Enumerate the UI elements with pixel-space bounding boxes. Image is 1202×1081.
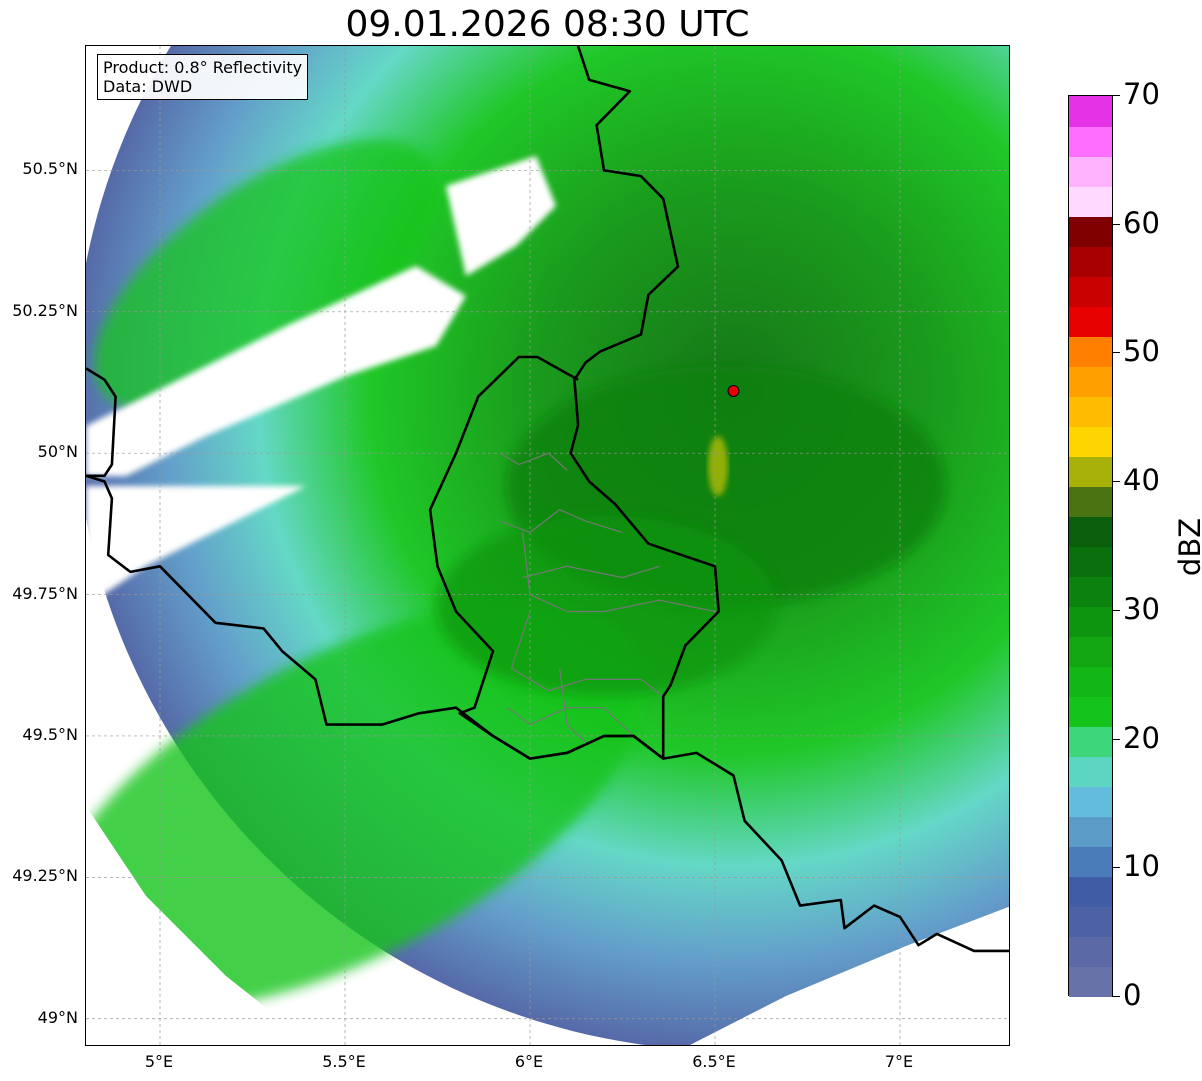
colorbar-bin <box>1069 576 1112 608</box>
colorbar-bin <box>1069 606 1112 638</box>
colorbar-label: dBZ <box>1173 517 1202 577</box>
country-borders <box>86 46 1009 953</box>
district-border <box>522 532 716 613</box>
colorbar-tick-label: 60 <box>1123 205 1160 240</box>
echo-band-northwest <box>94 139 438 413</box>
colorbar-bin <box>1069 366 1112 397</box>
colorbar-tickmark <box>1112 481 1120 483</box>
colorbar-tickmark <box>1112 867 1120 869</box>
lat-tick-label: 49.25°N <box>12 866 78 886</box>
district-border <box>507 707 635 737</box>
lon-tick-label: 6°E <box>514 1052 544 1071</box>
colorbar-tickmark <box>1112 95 1120 96</box>
colorbar-tickmark <box>1112 738 1120 740</box>
colorbar-bin <box>1069 456 1112 487</box>
radar-map-canvas <box>86 46 1009 1045</box>
colorbar-bin <box>1069 666 1112 698</box>
district-border <box>500 509 623 534</box>
colorbar-tickmark <box>1112 223 1120 225</box>
no-echo-gap-west <box>86 266 466 476</box>
radar-site-layer <box>727 384 740 397</box>
no-echo-corner-sw <box>86 806 314 1045</box>
colorbar-tick-label: 30 <box>1123 591 1160 626</box>
radar-site-marker <box>727 384 740 397</box>
colorbar-bin <box>1069 636 1112 668</box>
product-info-box: Product: 0.8° Reflectivity Data: DWD <box>97 54 309 100</box>
colorbar-bin <box>1069 336 1112 367</box>
colorbar-bin <box>1069 276 1112 307</box>
country-border <box>428 355 664 760</box>
colorbar-bin <box>1069 126 1112 157</box>
lon-tick-label: 7°E <box>884 1052 914 1071</box>
colorbar-bin <box>1069 696 1112 728</box>
colorbar-bin <box>1069 966 1112 998</box>
district-border <box>510 611 664 697</box>
colorbar-tickmark <box>1112 352 1120 354</box>
colorbar-bin <box>1069 546 1112 578</box>
no-echo-corner-se <box>689 906 1009 1045</box>
colorbar-bin <box>1069 516 1112 547</box>
colorbar-tick-label: 70 <box>1123 77 1160 111</box>
no-echo-gap-north <box>446 156 556 276</box>
lat-tick-label: 50.5°N <box>22 159 78 179</box>
colorbar-bin <box>1069 156 1112 187</box>
district-border <box>522 565 660 579</box>
lat-tick-label: 49.75°N <box>12 583 78 603</box>
colorbar-tick-label: 20 <box>1123 720 1160 755</box>
colorbar-bin <box>1069 216 1112 247</box>
colorbar-bin <box>1069 96 1112 127</box>
colorbar-tick-label: 40 <box>1123 463 1160 498</box>
colorbar-tick-label: 0 <box>1123 978 1142 1012</box>
country-border <box>569 46 720 759</box>
echo-spot-yellow <box>708 436 728 496</box>
lat-tick-label: 49.5°N <box>22 724 78 744</box>
colorbar-bin <box>1069 486 1112 517</box>
echo-core-center <box>436 516 776 696</box>
district-borders <box>500 452 716 743</box>
reflectivity-field <box>86 46 1009 1045</box>
echo-band-southwest <box>86 602 646 1010</box>
colorbar-tick-label: 50 <box>1123 334 1160 369</box>
product-label: Product: 0.8° Reflectivity <box>103 58 303 77</box>
lat-tick-label: 50°N <box>37 442 78 462</box>
lat-tick-label: 49°N <box>37 1007 78 1027</box>
lon-tick-label: 5.5°E <box>322 1052 366 1071</box>
no-echo-gap-west-2 <box>86 486 306 606</box>
data-source-label: Data: DWD <box>103 77 193 96</box>
colorbar-tick-label: 10 <box>1123 849 1160 884</box>
radar-map[interactable] <box>85 45 1010 1046</box>
map-title: 09.01.2026 08:30 UTC <box>345 4 750 45</box>
country-border <box>86 367 117 478</box>
colorbar-bin <box>1069 306 1112 337</box>
colorbar-bin <box>1069 936 1112 968</box>
colorbar-tickmark <box>1112 609 1120 611</box>
district-border <box>559 668 586 743</box>
colorbar-bin <box>1069 906 1112 938</box>
colorbar-tickmark <box>1112 996 1120 997</box>
colorbar-bin <box>1069 756 1112 788</box>
colorbar-bin <box>1069 726 1112 758</box>
lat-tick-label: 50.25°N <box>12 300 78 320</box>
lon-tick-label: 6.5°E <box>692 1052 736 1071</box>
colorbar-bin <box>1069 186 1112 217</box>
colorbar-bin <box>1069 846 1112 878</box>
colorbar-bin <box>1069 396 1112 427</box>
colorbar-bin <box>1069 876 1112 908</box>
colorbar-bin <box>1069 426 1112 457</box>
colorbar-bin <box>1069 816 1112 848</box>
colorbar-bin <box>1069 246 1112 277</box>
lon-tick-label: 5°E <box>144 1052 174 1071</box>
colorbar <box>1068 95 1113 998</box>
district-border <box>500 452 568 471</box>
colorbar-bin <box>1069 786 1112 818</box>
